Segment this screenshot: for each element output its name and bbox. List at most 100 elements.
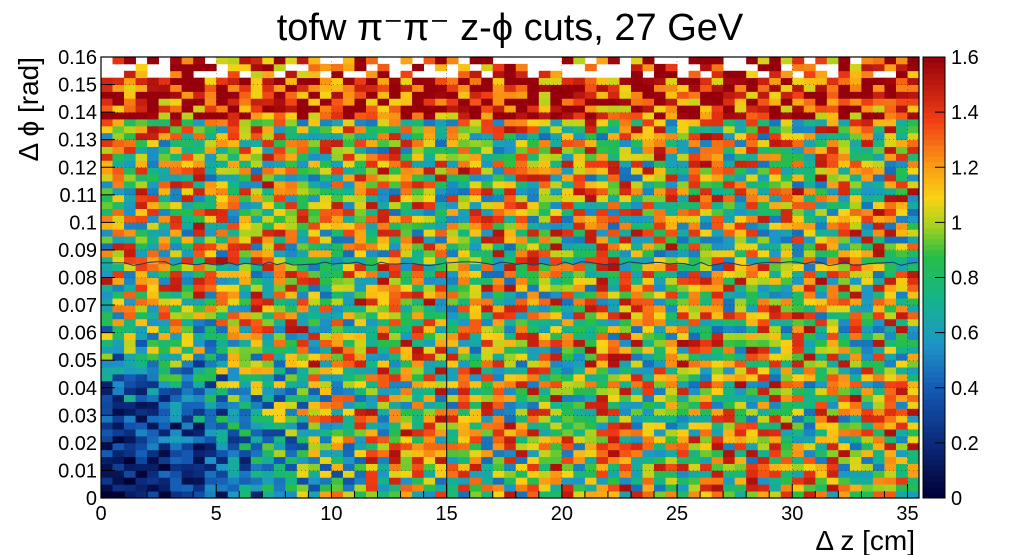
heatmap-cell: [124, 442, 136, 451]
heatmap-cell: [642, 456, 655, 464]
heatmap-cell: [803, 284, 816, 292]
heatmap-cell: [147, 463, 159, 471]
heatmap-cell: [630, 484, 643, 492]
heatmap-cell: [308, 332, 321, 340]
heatmap-cell: [895, 229, 908, 237]
heatmap-cell: [515, 208, 528, 216]
heatmap-cell: [112, 305, 125, 313]
heatmap-cell: [216, 174, 229, 182]
heatmap-cell: [469, 201, 482, 209]
heatmap-cell: [642, 298, 655, 306]
heatmap-cell: [458, 305, 471, 313]
heatmap-cell: [515, 442, 528, 451]
heatmap-cell: [435, 208, 448, 216]
heatmap-cell: [561, 291, 574, 299]
heatmap-cell: [665, 243, 678, 251]
heatmap-cell: [711, 256, 724, 265]
heatmap-cell: [216, 215, 229, 223]
heatmap-cell: [181, 415, 194, 423]
heatmap-cell: [412, 105, 424, 113]
heatmap-cell: [469, 449, 482, 458]
heatmap-cell: [550, 70, 563, 79]
heatmap-cell: [112, 484, 125, 492]
heatmap-cell: [884, 160, 897, 168]
heatmap-cell: [365, 270, 378, 278]
heatmap-cell: [124, 160, 136, 168]
heatmap-cell: [711, 277, 724, 285]
heatmap-cell: [124, 105, 136, 113]
heatmap-cell: [492, 373, 505, 382]
heatmap-cell: [124, 256, 136, 265]
heatmap-cell: [573, 174, 586, 182]
heatmap-cell: [469, 429, 482, 437]
heatmap-cell: [642, 408, 655, 416]
heatmap-cell: [296, 222, 309, 230]
heatmap-cell: [446, 139, 459, 147]
heatmap-cell: [423, 291, 436, 299]
heatmap-cell: [723, 346, 736, 354]
heatmap-cell: [273, 401, 286, 409]
heatmap-cell: [400, 456, 413, 464]
heatmap-cell: [124, 112, 136, 120]
heatmap-cell: [423, 394, 436, 402]
heatmap-cell: [389, 346, 401, 354]
heatmap-cell: [227, 311, 240, 320]
heatmap-cell: [354, 435, 367, 444]
heatmap-cell: [492, 318, 505, 327]
heatmap-cell: [746, 139, 759, 147]
heatmap-cell: [665, 70, 678, 79]
heatmap-cell: [861, 167, 874, 175]
heatmap-cell: [331, 291, 344, 299]
heatmap-cell: [377, 105, 390, 113]
heatmap-cell: [619, 353, 632, 361]
heatmap-cell: [711, 463, 724, 471]
heatmap-cell: [688, 201, 701, 209]
heatmap-cell: [849, 201, 862, 209]
heatmap-cell: [365, 119, 378, 127]
heatmap-cell: [285, 449, 298, 458]
color-scale-step: [923, 371, 945, 378]
heatmap-cell: [561, 84, 574, 92]
heatmap-cell: [895, 63, 908, 72]
heatmap-cell: [216, 146, 229, 154]
heatmap-cell: [769, 394, 782, 402]
heatmap-cell: [204, 394, 217, 402]
heatmap-cell: [861, 229, 874, 237]
heatmap-cell: [342, 284, 355, 292]
heatmap-cell: [319, 277, 332, 285]
heatmap-cell: [262, 346, 275, 354]
heatmap-cell: [573, 332, 586, 340]
heatmap-cell: [700, 284, 713, 292]
heatmap-cell: [838, 470, 851, 478]
heatmap-cell: [423, 456, 436, 464]
heatmap-cell: [469, 298, 482, 306]
heatmap-cell: [550, 291, 563, 299]
heatmap-cell: [849, 222, 862, 230]
heatmap-cell: [216, 98, 229, 106]
heatmap-cell: [319, 77, 332, 85]
heatmap-cell: [688, 394, 701, 402]
heatmap-cell: [262, 484, 275, 492]
color-scale-label: 1: [951, 212, 962, 234]
heatmap-cell: [273, 284, 286, 292]
heatmap-cell: [642, 477, 655, 485]
heatmap-cell: [227, 401, 240, 409]
heatmap-cell: [435, 256, 448, 265]
heatmap-cell: [688, 325, 701, 334]
heatmap-cell: [711, 201, 724, 209]
color-scale-step: [923, 349, 945, 356]
heatmap-cell: [792, 449, 805, 458]
heatmap-cell: [377, 139, 390, 147]
heatmap-cell: [550, 456, 563, 464]
heatmap-cell: [584, 339, 597, 347]
heatmap-cell: [170, 256, 183, 265]
heatmap-cell: [688, 429, 701, 437]
heatmap-cell: [849, 291, 862, 299]
heatmap-cell: [723, 236, 736, 244]
heatmap-cell: [757, 415, 770, 423]
heatmap-cell: [296, 256, 309, 265]
heatmap-cell: [170, 429, 183, 437]
heatmap-cell: [872, 422, 885, 430]
heatmap-cell: [504, 484, 517, 492]
heatmap-cell: [630, 174, 643, 182]
